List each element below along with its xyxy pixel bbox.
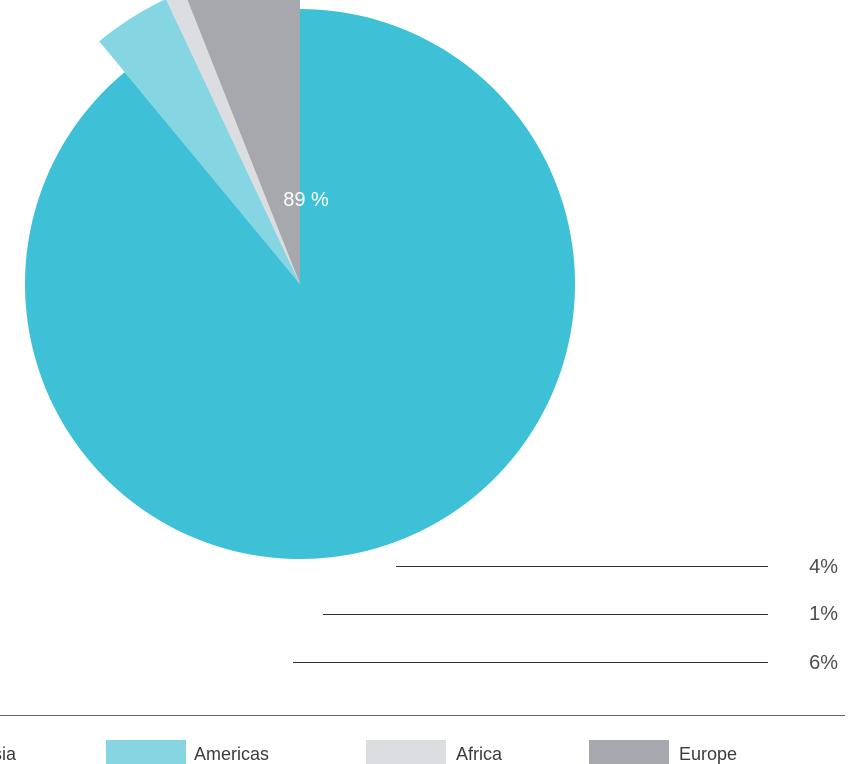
legend-label-asia: Asia	[0, 744, 17, 764]
pie-slice-asia	[25, 9, 576, 559]
legend-swatch-africa	[366, 740, 446, 764]
legend-label-americas: Americas	[194, 744, 269, 764]
data-label-africa: 1%	[809, 603, 838, 625]
data-label-asia: 89 %	[283, 189, 329, 211]
legend-swatch-europe	[589, 740, 669, 764]
pie-slice-africa	[166, 0, 300, 284]
data-labels: 89 % 4% 1% 6%	[283, 189, 838, 674]
pie-slice-americas	[99, 0, 300, 284]
data-label-americas: 4%	[809, 556, 838, 578]
pie-slices	[25, 0, 576, 559]
pie-slice-europe	[187, 0, 300, 284]
leader-lines	[293, 566, 768, 663]
legend-label-europe: Europe	[679, 744, 737, 764]
data-label-europe: 6%	[809, 652, 838, 674]
legend-swatch-americas	[106, 740, 186, 764]
legend: Asia Americas Africa Europe	[0, 740, 737, 764]
legend-label-africa: Africa	[456, 744, 503, 764]
